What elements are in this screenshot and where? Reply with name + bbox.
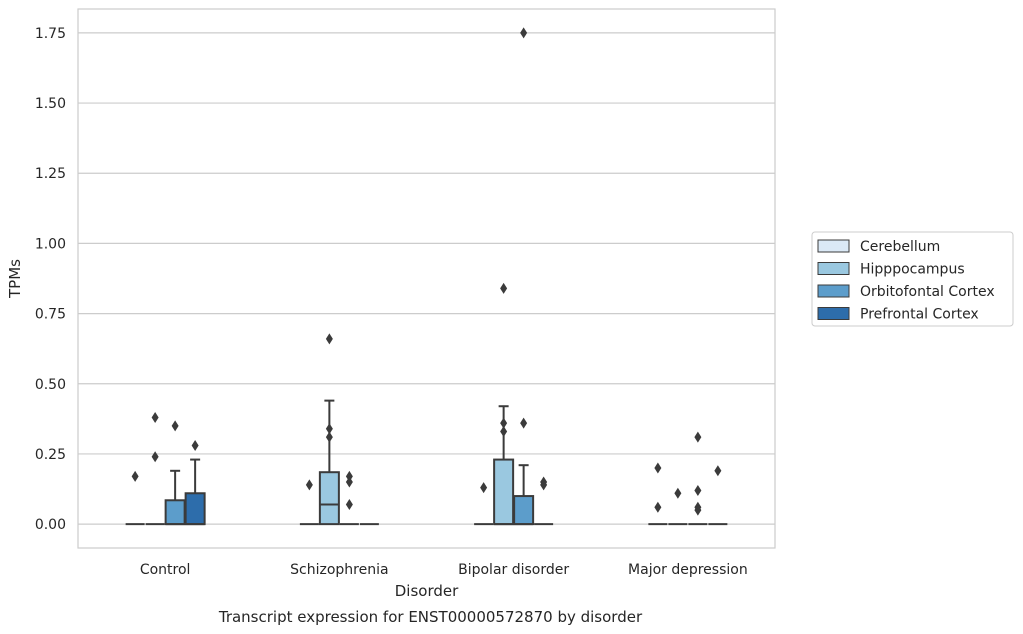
outlier-point [694, 484, 702, 496]
x-tick-label: Control [140, 562, 191, 578]
legend-swatch [817, 307, 850, 320]
chart-caption: Transcript expression for ENST0000057287… [218, 608, 643, 626]
outlier-point [694, 504, 702, 516]
y-axis-ticks: 0.00 0.25 0.50 0.75 1.00 1.25 1.50 1.75 [35, 26, 66, 533]
outlier-point [520, 417, 528, 429]
x-tick-label: Schizophrenia [290, 562, 388, 578]
outlier-point [694, 431, 702, 443]
legend: Cerebellum Hipppocampus Orbitofontal Corte… [811, 231, 1014, 327]
y-axis-label: TPMs [6, 259, 24, 299]
box-orbitofontal-cortex [513, 464, 535, 526]
legend-swatch [817, 262, 850, 275]
boxes [125, 399, 728, 526]
y-tick-label: 1.25 [35, 166, 66, 182]
outlier-point [654, 462, 662, 474]
legend-swatch [817, 284, 850, 298]
y-tick-label: 1.00 [35, 236, 66, 252]
outlier-point [345, 476, 353, 488]
legend-swatch [817, 239, 850, 253]
outlier-point [305, 479, 313, 491]
y-tick-label: 0.50 [35, 377, 66, 393]
legend-frame [811, 231, 1014, 327]
box-body [513, 495, 535, 526]
box-body [164, 499, 186, 526]
outlier-point [674, 487, 682, 499]
x-axis-label: Disorder [395, 582, 459, 600]
x-tick-label: Bipolar disorder [458, 562, 569, 578]
y-tick-label: 1.75 [35, 26, 66, 42]
outlier-point [345, 470, 353, 482]
box-body [493, 458, 515, 526]
outlier-point [151, 411, 159, 423]
x-axis-ticks: Control Schizophrenia Bipolar disorder Majo… [140, 562, 748, 578]
outlier-point [345, 498, 353, 510]
outlier-point [131, 470, 139, 482]
y-tick-label: 0.75 [35, 307, 66, 323]
outlier-point [171, 420, 179, 432]
legend-label: Hipppocampus [860, 262, 965, 278]
outlier-point [325, 333, 333, 345]
box-body [318, 471, 340, 526]
box-body [184, 492, 206, 526]
outlier-point [325, 431, 333, 443]
outlier-point [714, 465, 722, 477]
legend-label: Cerebellum [860, 239, 940, 255]
outlier-point [191, 440, 199, 452]
legend-label: Orbitofontal Cortex [860, 284, 995, 300]
legend-label: Prefrontal Cortex [860, 307, 979, 323]
plot-frame [77, 8, 776, 549]
outlier-point [480, 482, 488, 494]
outlier-point [540, 479, 548, 491]
grid-lines [78, 32, 775, 525]
outlier-point [151, 451, 159, 463]
y-tick-label: 0.25 [35, 447, 66, 463]
outliers [131, 27, 722, 516]
x-tick-label: Major depression [628, 562, 748, 578]
box-orbitofontal-cortex [164, 469, 186, 526]
y-tick-label: 0.00 [35, 517, 66, 533]
outlier-point [325, 423, 333, 435]
outlier-point [520, 27, 528, 39]
outlier-point [500, 282, 508, 294]
box-prefrontal-cortex [184, 458, 206, 526]
outlier-point [500, 425, 508, 437]
outlier-point [654, 501, 662, 513]
y-tick-label: 1.50 [35, 96, 66, 112]
outlier-point [500, 417, 508, 429]
box-hipppocampus [318, 399, 340, 526]
